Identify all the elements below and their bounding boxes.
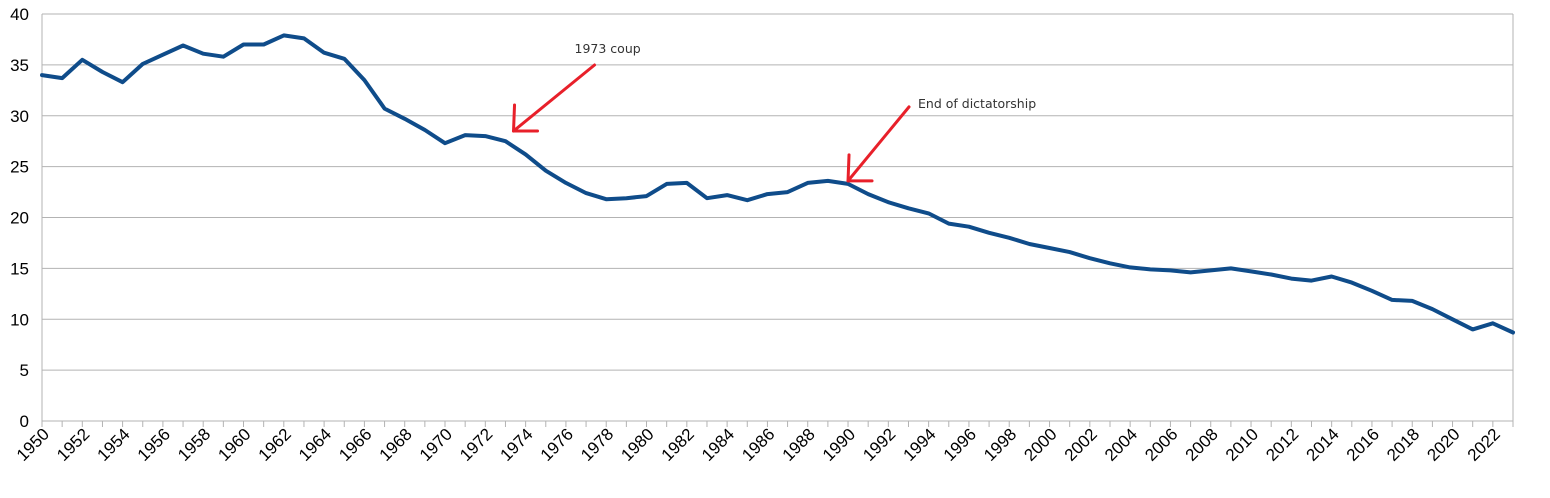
x-tick-label: 2006 xyxy=(1141,425,1181,465)
x-tick-label: 1988 xyxy=(779,425,819,465)
x-tick-label: 1962 xyxy=(255,425,295,465)
x-tick-label: 1998 xyxy=(980,425,1020,465)
x-tick-label: 1984 xyxy=(698,425,738,465)
x-tick-label: 2002 xyxy=(1061,425,1101,465)
annotation-end-of-dictatorship: End of dictatorship xyxy=(918,96,1036,111)
x-tick-label: 1968 xyxy=(376,425,416,465)
arrow-shaft xyxy=(512,63,597,133)
series-group xyxy=(40,33,1515,335)
x-tick-label: 2012 xyxy=(1262,425,1302,465)
y-tick-label: 25 xyxy=(10,158,29,177)
x-tick-label: 1972 xyxy=(456,425,496,465)
y-axis-ticks: 0 5 10 15 20 25 30 35 40 xyxy=(10,5,29,431)
y-tick-label: 35 xyxy=(10,56,29,75)
y-tick-label: 20 xyxy=(10,209,29,228)
y-tick-label: 0 xyxy=(20,412,29,431)
x-tick-label: 1964 xyxy=(295,425,335,465)
x-tick-label: 2000 xyxy=(1020,425,1060,465)
arrow-head-left xyxy=(846,153,851,183)
x-tick-label: 1966 xyxy=(335,425,375,465)
annotation-arrow-end-of-dictatorship xyxy=(846,105,911,183)
y-tick-label: 30 xyxy=(10,107,29,126)
arrow-shaft xyxy=(846,105,911,183)
annotation-arrow-1973-coup xyxy=(512,63,597,133)
x-tick-label: 1970 xyxy=(416,425,456,465)
x-tick-label: 1980 xyxy=(617,425,657,465)
x-tick-label: 1978 xyxy=(577,425,617,465)
arrow-head-left xyxy=(512,103,517,133)
x-tick-label: 2020 xyxy=(1423,425,1463,465)
x-tick-label: 2010 xyxy=(1222,425,1262,465)
x-tick-label: 1952 xyxy=(53,425,93,465)
gridlines xyxy=(42,13,1514,421)
annotations: 1973 coup End of dictatorship xyxy=(512,41,1036,183)
x-tick-label: 1986 xyxy=(738,425,778,465)
x-tick-label: 1956 xyxy=(134,425,174,465)
y-tick-label: 5 xyxy=(20,361,29,380)
y-tick-label: 15 xyxy=(10,259,29,278)
x-tick-label: 2022 xyxy=(1464,425,1504,465)
annotation-1973-coup: 1973 coup xyxy=(575,41,641,56)
x-tick-label: 2014 xyxy=(1303,425,1343,465)
x-tick-label: 1990 xyxy=(819,425,859,465)
x-tick-label: 1976 xyxy=(537,425,577,465)
x-tick-label: 1982 xyxy=(658,425,698,465)
x-tick-label: 2008 xyxy=(1182,425,1222,465)
y-tick-label: 40 xyxy=(10,5,29,24)
x-tick-label: 1958 xyxy=(174,425,214,465)
series-line xyxy=(40,33,1515,335)
x-tick-label: 2004 xyxy=(1101,425,1141,465)
x-axis-ticks: 1950 1952 1954 1956 1958 1960 1962 1964 1966 1968… xyxy=(13,421,1514,465)
x-tick-label: 1996 xyxy=(940,425,980,465)
x-tick-label: 1960 xyxy=(214,425,254,465)
x-tick-label: 1954 xyxy=(93,425,133,465)
x-tick-label: 1992 xyxy=(859,425,899,465)
axes xyxy=(41,14,1513,422)
x-tick-label: 1974 xyxy=(497,425,537,465)
x-tick-label: 1994 xyxy=(900,425,940,465)
x-tick-label: 2018 xyxy=(1383,425,1423,465)
x-tick-label: 2016 xyxy=(1343,425,1383,465)
y-tick-label: 10 xyxy=(10,310,29,329)
